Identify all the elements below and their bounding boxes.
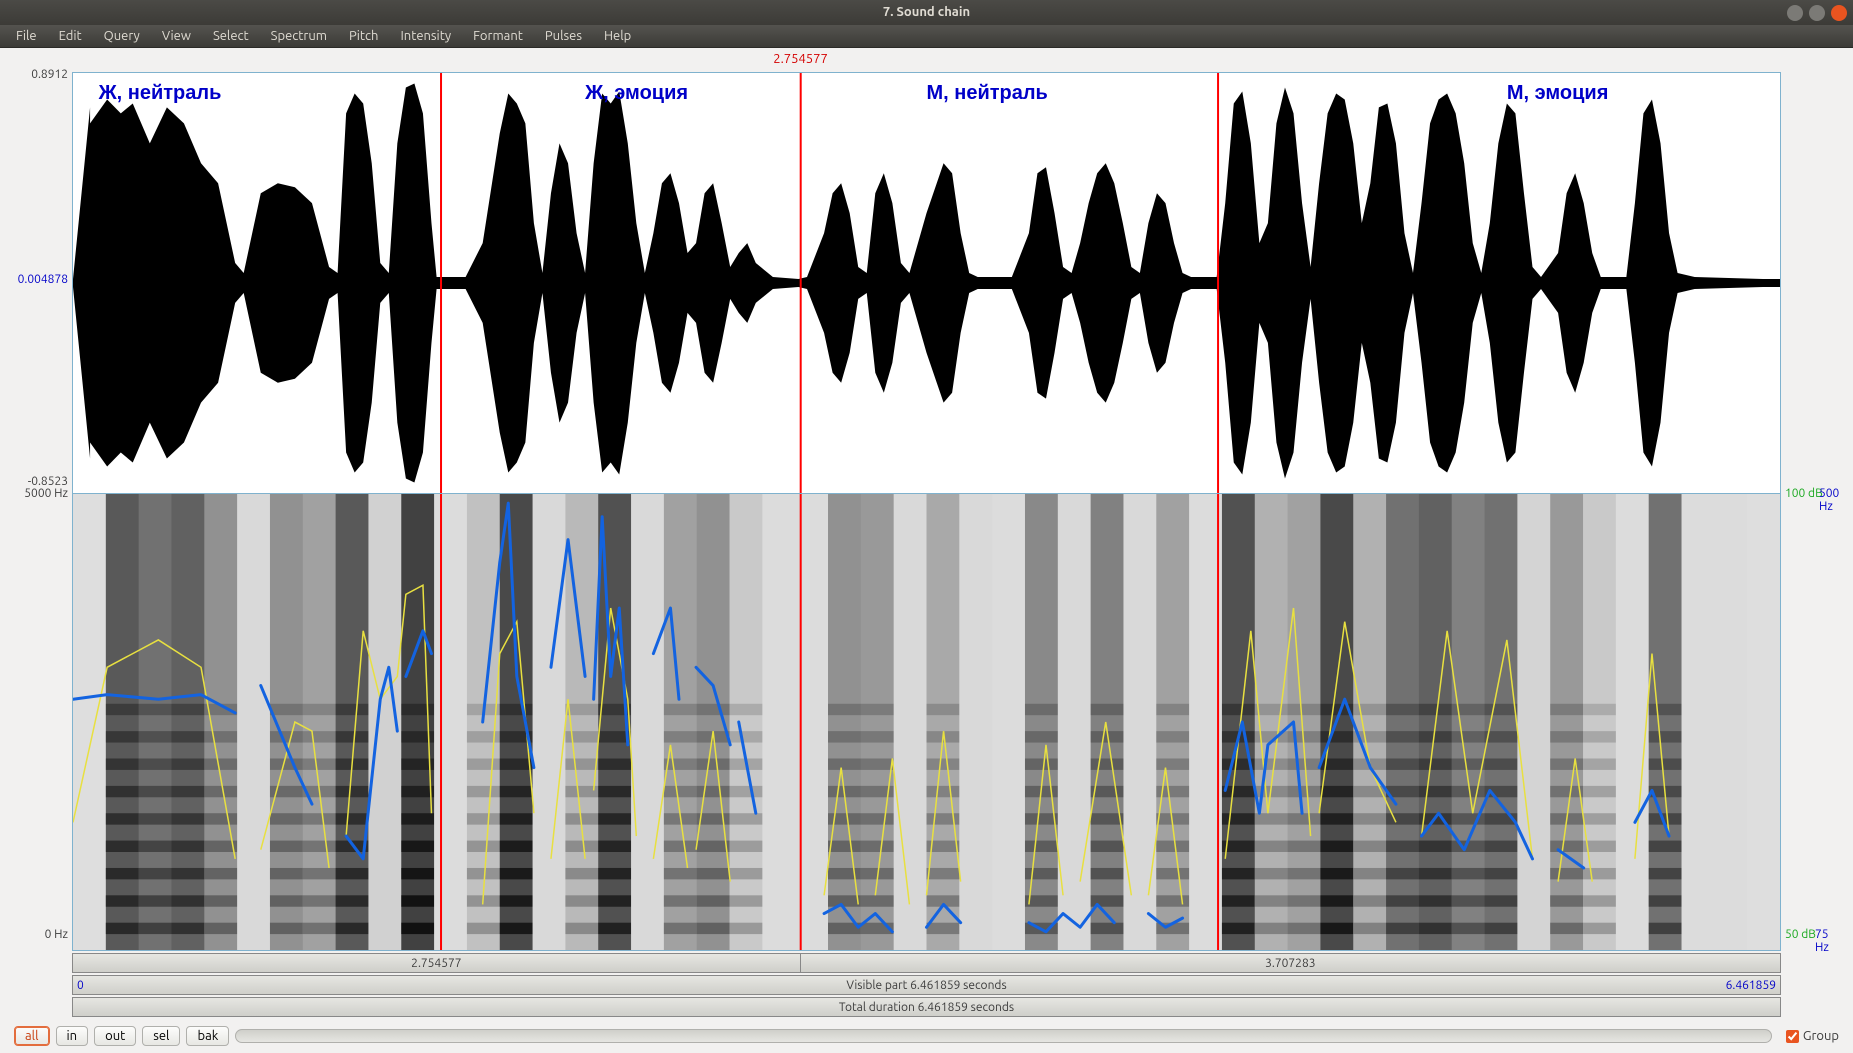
zoom-out-button[interactable]: out [94,1026,136,1046]
zoom-all-button[interactable]: all [14,1026,50,1046]
intensity-top-label: 100 dB [1785,487,1823,500]
svg-text:Ж, эмоция: Ж, эмоция [584,82,688,104]
scrollbar[interactable] [235,1029,1772,1043]
visible-timebar[interactable]: 0 Visible part 6.461859 seconds 6.461859 [72,975,1781,995]
zoom-bak-button[interactable]: bak [186,1026,229,1046]
menu-spectrum[interactable]: Spectrum [261,26,337,46]
sel-left-seg[interactable]: 2.754577 [73,954,801,972]
maximize-icon[interactable] [1809,5,1825,21]
menubar: FileEditQueryViewSelectSpectrumPitchInte… [0,25,1853,48]
svg-text:М, нейтраль: М, нейтраль [927,82,1048,104]
menu-edit[interactable]: Edit [49,26,92,46]
zoom-sel-button[interactable]: sel [142,1026,180,1046]
spectrogram-panel[interactable] [73,494,1780,950]
group-checkbox-label[interactable]: Group [1786,1029,1839,1043]
right-axis: 100 dB 500 Hz 50 dB 75 Hz [1781,72,1845,951]
waveform-svg: Ж, нейтраль Ж, эмоция М, нейтраль М, эмоция [73,73,1780,493]
zoom-buttons: allinoutselbak [14,1026,229,1046]
spectrogram-svg [73,494,1780,950]
total-label: Total duration 6.461859 seconds [839,998,1014,1018]
menu-formant[interactable]: Formant [463,26,533,46]
selection-timebar[interactable]: 2.7545773.707283 [72,953,1781,973]
menu-pulses[interactable]: Pulses [535,26,592,46]
menu-select[interactable]: Select [203,26,259,46]
intensity-bottom-label: 50 dB [1785,928,1816,941]
spectrogram-ymin: 0 Hz [45,928,68,941]
waveform-panel[interactable]: Ж, нейтраль Ж, эмоция М, нейтраль М, эмоция [73,73,1780,494]
svg-text:Ж, нейтраль: Ж, нейтраль [98,82,222,104]
visible-start: 0 [77,976,84,996]
pitch-bottom-label: 75 Hz [1815,928,1845,954]
plot-area: 0.8912 0.004878 -0.8523 5000 Hz 0 Hz Ж, … [8,72,1845,951]
cursor-time-label: 2.754577 [773,52,828,66]
main-area: 2.754577 0.8912 0.004878 -0.8523 5000 Hz… [0,48,1853,1053]
window-title: 7. Sound chain [883,5,970,19]
menu-pitch[interactable]: Pitch [339,26,388,46]
window-buttons [1787,5,1847,21]
menu-file[interactable]: File [6,26,47,46]
cursor-time-row: 2.754577 [72,52,1781,72]
total-timebar[interactable]: Total duration 6.461859 seconds [72,997,1781,1017]
menu-intensity[interactable]: Intensity [390,26,461,46]
waveform-ymax: 0.8912 [31,68,68,81]
zoom-in-button[interactable]: in [56,1026,89,1046]
group-label: Group [1803,1029,1839,1043]
spectrogram-ymax: 5000 Hz [24,487,68,500]
visible-label: Visible part 6.461859 seconds [846,976,1006,996]
menu-query[interactable]: Query [94,26,150,46]
svg-text:М, эмоция: М, эмоция [1507,82,1609,104]
plots-container: Ж, нейтраль Ж, эмоция М, нейтраль М, эмоция [72,72,1781,951]
sel-right-seg[interactable]: 3.707283 [801,954,1780,972]
left-axis: 0.8912 0.004878 -0.8523 5000 Hz 0 Hz [8,72,72,951]
waveform-midline-label: 0.004878 [18,273,68,286]
group-checkbox[interactable] [1786,1030,1799,1043]
window-titlebar: 7. Sound chain [0,0,1853,25]
close-icon[interactable] [1831,5,1847,21]
menu-view[interactable]: View [152,26,201,46]
timebars: 2.7545773.707283 0 Visible part 6.461859… [72,951,1781,1017]
minimize-icon[interactable] [1787,5,1803,21]
menu-help[interactable]: Help [594,26,641,46]
pitch-top-label: 500 Hz [1819,487,1845,513]
bottom-toolbar: allinoutselbak Group [8,1021,1845,1051]
visible-end: 6.461859 [1726,976,1776,996]
